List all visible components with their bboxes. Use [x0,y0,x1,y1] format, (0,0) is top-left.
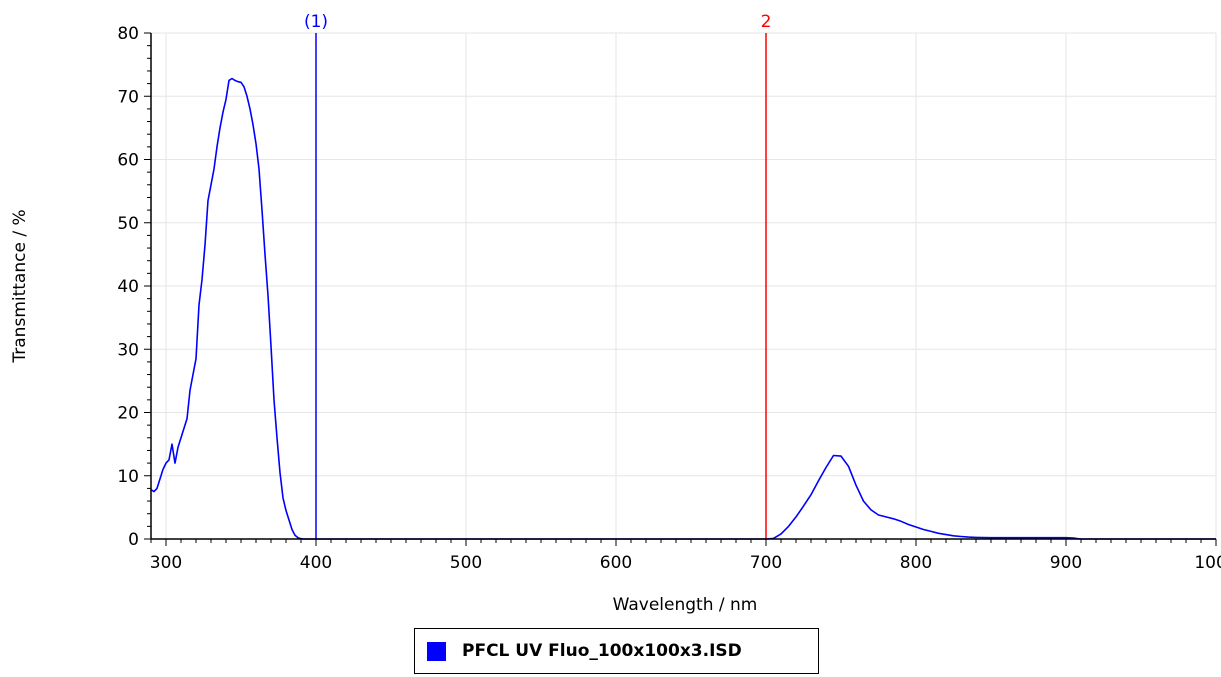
y-tick-label: 10 [117,467,139,487]
x-tick-label: 400 [300,553,332,573]
x-tick-label: 300 [150,553,182,573]
y-tick-label: 60 [117,151,139,171]
axis-layer: 300 400 500 600 700 800 900 1000 0 10 20 30 40 50 60 70… [117,24,1221,573]
legend-label: PFCL UV Fluo_100x100x3.ISD [462,641,742,661]
x-tick-label: 600 [600,553,632,573]
y-tick-label: 30 [117,340,139,360]
grid-layer [151,32,1217,540]
y-tick-label: 50 [117,214,139,234]
series-layer [150,77,1216,540]
legend-swatch [427,641,446,661]
y-tick-label: 70 [117,87,139,107]
marker-label: 2 [761,12,772,32]
x-tick-label: 1000 [1194,553,1221,573]
x-tick-label: 500 [450,553,482,573]
y-tick-label: 20 [117,404,139,424]
y-tick-label: 80 [117,24,139,44]
legend: PFCL UV Fluo_100x100x3.ISD [414,628,819,674]
series-line [150,77,1216,540]
marker-label: (1) [304,12,328,32]
x-tick-label: 900 [1050,553,1082,573]
y-tick-label: 0 [128,530,139,550]
x-tick-label: 800 [900,553,932,573]
x-tick-label: 700 [750,553,782,573]
marker-layer: (1) 2 [304,12,771,539]
y-axis-title: Transmittance / % [10,209,30,363]
y-tick-label: 40 [117,277,139,297]
x-axis-title: Wavelength / nm [613,595,758,615]
